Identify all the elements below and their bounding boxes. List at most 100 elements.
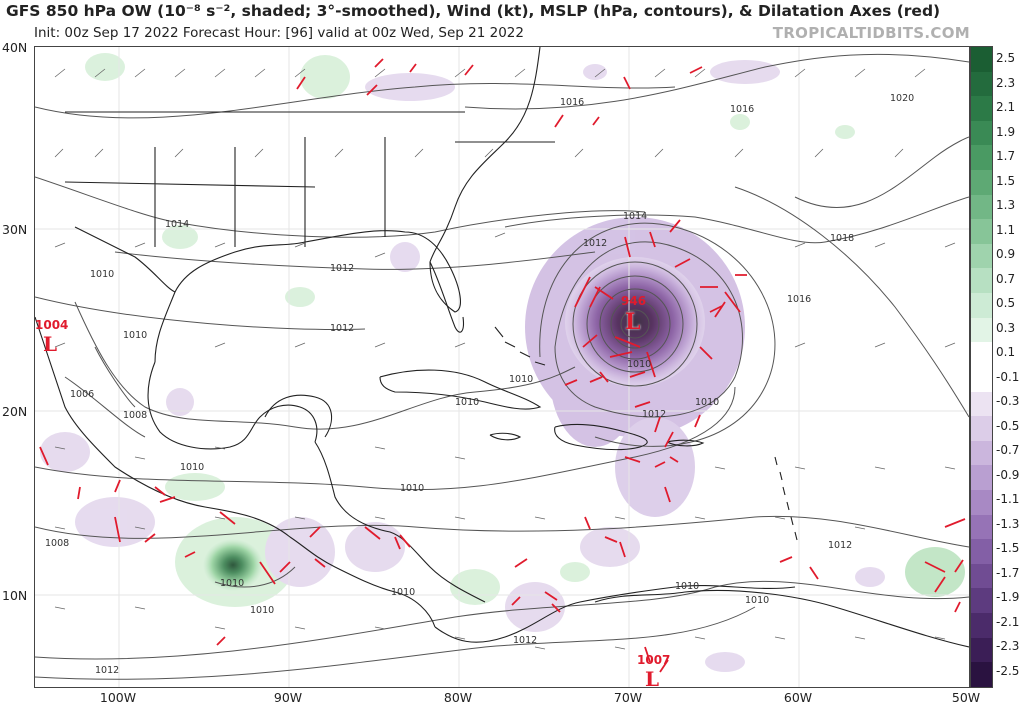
colorbar-tick-label: 1.5 — [996, 173, 1016, 188]
isobar-label: 1010 — [455, 397, 480, 408]
lat-label: 10N — [2, 588, 28, 603]
colorbar-tick-label: 1.1 — [996, 222, 1016, 237]
isobar-label: 1010 — [180, 462, 205, 473]
isobar-label: 1014 — [165, 219, 190, 230]
isobar-label: 1012 — [330, 263, 355, 274]
colorbar-segment — [971, 440, 992, 466]
colorbar-tick-label: -0.5 — [996, 418, 1020, 433]
colorbar-segment — [971, 71, 992, 97]
colorbar-segment — [971, 416, 992, 441]
colorbar-tick-label: -2.5 — [996, 663, 1020, 678]
graticule — [35, 47, 969, 687]
map-subtitle: Init: 00z Sep 17 2022 Forecast Hour: [96… — [34, 25, 524, 41]
isobar-label: 1010 — [509, 374, 534, 385]
isobar-label: 1020 — [890, 93, 915, 104]
lat-label: 30N — [2, 222, 28, 237]
colorbar-tick-label: -1.3 — [996, 516, 1020, 531]
colorbar-segment — [971, 47, 992, 72]
isobar-label: 1018 — [830, 233, 855, 244]
isobar-label: 1012 — [828, 540, 853, 551]
isobar-label: 1010 — [400, 483, 425, 494]
colorbar-tick-label: -1.7 — [996, 565, 1020, 580]
colorbar-tick-label: -0.1 — [996, 369, 1020, 384]
colorbar-tick-label: 2.5 — [996, 51, 1016, 65]
isobar-label: 1016 — [730, 104, 755, 115]
colorbar-tick-label: 0.9 — [996, 247, 1016, 261]
colorbar — [970, 46, 993, 688]
map-canvas — [35, 47, 969, 687]
lon-label: 70W — [613, 690, 643, 705]
lat-label: 20N — [2, 404, 28, 419]
wind-barbs — [54, 68, 956, 650]
colorbar-segment — [971, 268, 992, 294]
isobar-label: 1012 — [583, 238, 608, 249]
colorbar-segment — [971, 293, 992, 318]
colorbar-segment — [971, 96, 992, 121]
low-pressure-symbol: L — [645, 667, 660, 688]
dilatation-axes — [39, 58, 966, 673]
colorbar-tick-label: 0.7 — [996, 271, 1016, 286]
colorbar-tick-label: -2.1 — [996, 614, 1020, 629]
isobar-label: 1014 — [623, 211, 648, 222]
lat-label: 40N — [2, 40, 28, 55]
low-pressure-symbol: L — [625, 309, 641, 335]
colorbar-tick-label: 2.3 — [996, 75, 1016, 90]
colorbar-segment — [971, 120, 992, 146]
weather-map: 1016 1016 1020 1014 1012 1018 1016 1014 … — [34, 46, 970, 688]
map-title: GFS 850 hPa OW (10⁻⁸ s⁻², shaded; 3°-smo… — [6, 2, 941, 20]
colorbar-segment — [971, 588, 992, 614]
isobar-label: 1008 — [45, 538, 70, 549]
isobar-label: 1010 — [391, 587, 416, 598]
isobar-label: 1016 — [560, 97, 585, 108]
colorbar-segment — [971, 637, 992, 663]
colorbar-tick-label: 2.1 — [996, 100, 1016, 114]
colorbar-tick-label: 0.5 — [996, 296, 1016, 310]
colorbar-tick-label: -0.7 — [996, 443, 1020, 457]
colorbar-segment — [971, 489, 992, 515]
colorbar-segment — [971, 317, 992, 343]
low-pressure-value: 946 — [621, 294, 647, 308]
colorbar-segment — [971, 243, 992, 269]
coastlines — [35, 47, 969, 648]
isobar-label: 1010 — [675, 581, 700, 592]
colorbar-segment — [971, 563, 992, 589]
lon-label: 90W — [273, 690, 303, 705]
isobar-label: 1010 — [695, 397, 720, 408]
colorbar-segment — [971, 662, 992, 687]
lon-label: 50W — [951, 690, 981, 705]
colorbar-tick-label: -2.3 — [996, 639, 1020, 653]
isobar-label: 1012 — [95, 665, 120, 676]
colorbar-segment — [971, 145, 992, 171]
isobar-label: 1010 — [250, 605, 275, 616]
isobar-label: 1010 — [123, 330, 148, 341]
lon-label: 100W — [99, 690, 137, 705]
low-pressure-value: 1004 — [35, 318, 69, 332]
isobar-label: 1012 — [330, 323, 355, 334]
colorbar-segment — [971, 465, 992, 490]
site-credit: TROPICALTIDBITS.COM — [772, 24, 970, 42]
colorbar-segment — [971, 170, 992, 195]
colorbar-tick-label: -1.1 — [996, 492, 1020, 506]
colorbar-segment — [971, 366, 992, 392]
colorbar-tick-label: 1.9 — [996, 124, 1016, 139]
colorbar-segment — [971, 194, 992, 220]
isobars — [35, 53, 969, 680]
isobar-label: 1010 — [627, 359, 652, 370]
isobar-label: 1012 — [642, 409, 667, 420]
isobar-label: 1010 — [90, 269, 115, 280]
colorbar-tick-label: -1.5 — [996, 541, 1020, 555]
isobar-label: 1010 — [745, 595, 770, 606]
colorbar-segment — [971, 539, 992, 564]
low-pressure-value: 1007 — [637, 653, 671, 667]
isobar-label: 1010 — [220, 578, 245, 589]
ow-shading — [40, 53, 965, 672]
lon-label: 60W — [783, 690, 813, 705]
colorbar-tick-label: 1.3 — [996, 198, 1016, 212]
colorbar-tick-label: -1.9 — [996, 590, 1020, 604]
colorbar-tick-label: 0.1 — [996, 345, 1016, 359]
colorbar-tick-label: -0.9 — [996, 467, 1020, 482]
isobar-label: 1012 — [513, 635, 538, 646]
colorbar-segment — [971, 391, 992, 417]
isobar-label: 1016 — [787, 294, 812, 305]
isobar-label: 1008 — [123, 410, 148, 421]
